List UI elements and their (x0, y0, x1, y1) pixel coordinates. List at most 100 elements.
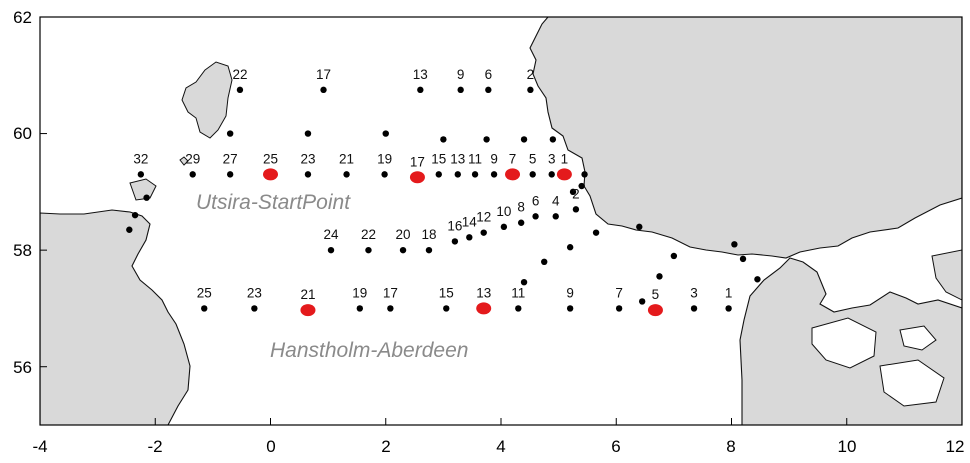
station-marker (327, 246, 335, 254)
station-label: 21 (339, 151, 354, 166)
sweden-land (931, 249, 962, 301)
danish-island (899, 325, 937, 351)
station-label: 11 (468, 151, 482, 166)
utsira-startpoint-label: Utsira-StartPoint (196, 191, 351, 214)
x-tick-label: 4 (496, 437, 505, 456)
highlighted-station-marker (476, 302, 492, 315)
station-marker (739, 255, 747, 263)
station-label: 23 (300, 151, 315, 166)
station-marker (566, 305, 574, 312)
x-tick-label: -4 (32, 437, 47, 456)
station-marker (143, 194, 150, 201)
station-marker (690, 305, 698, 312)
station-label: 22 (361, 227, 376, 242)
highlighted-station-marker (300, 304, 316, 317)
station-label: 5 (652, 287, 660, 302)
station-label: 25 (263, 151, 278, 166)
orkney-islands (129, 178, 157, 201)
station-label: 9 (457, 67, 465, 82)
station-label: 22 (232, 67, 247, 82)
x-tick-label: -2 (147, 437, 162, 456)
y-axis-labels: 56 58 60 62 (13, 8, 32, 377)
station-marker (189, 171, 196, 178)
station-marker (566, 244, 574, 251)
station-label: 17 (316, 67, 331, 82)
station-marker (417, 86, 424, 94)
y-tick-label: 62 (13, 8, 32, 27)
station-marker (529, 171, 536, 178)
station-label: 9 (490, 151, 498, 166)
station-marker (636, 223, 643, 231)
station-label: 4 (552, 193, 560, 208)
station-marker (387, 305, 394, 312)
station-marker (615, 305, 623, 312)
station-marker (592, 229, 600, 236)
station-label: 18 (421, 227, 436, 242)
station-marker (541, 258, 548, 265)
station-marker (440, 136, 447, 143)
x-axis-labels: -4 -2 0 2 4 6 8 10 12 (32, 437, 964, 456)
station-label: 3 (690, 285, 698, 300)
norway-land (529, 17, 962, 259)
station-label: 7 (509, 151, 517, 166)
shetland-islands (181, 61, 233, 139)
station-marker (201, 305, 208, 312)
fair-isle (179, 156, 189, 166)
station-label: 19 (352, 285, 367, 300)
station-marker (548, 171, 555, 178)
station-label: 15 (431, 151, 446, 166)
station-label: 14 (462, 214, 478, 229)
station-marker (226, 130, 234, 137)
y-tick-label: 58 (13, 241, 32, 260)
station-marker (581, 171, 588, 178)
station-label: 29 (185, 151, 200, 166)
station-marker (569, 188, 577, 196)
station-label: 27 (223, 151, 238, 166)
station-marker (425, 246, 433, 254)
station-label: 2 (572, 186, 580, 201)
station-marker (527, 86, 534, 94)
station-marker (656, 273, 663, 280)
station-label: 2 (527, 67, 535, 82)
station-marker (381, 171, 388, 178)
station-marker (451, 238, 459, 245)
x-tick-label: 12 (946, 437, 965, 456)
axis-ticks (39, 16, 963, 425)
hanstholm-aberdeen-label: Hanstholm-Aberdeen (270, 339, 468, 362)
station-label: 11 (511, 285, 525, 300)
station-marker (399, 246, 407, 254)
station-label: 17 (410, 154, 425, 169)
station-marker (382, 130, 389, 137)
station-label: 8 (517, 200, 525, 215)
station-label: 13 (413, 67, 428, 82)
x-tick-label: 6 (611, 437, 620, 456)
station-label: 13 (476, 285, 491, 300)
x-tick-label: 8 (726, 437, 735, 456)
highlighted-station-marker (505, 168, 521, 181)
y-tick-label: 56 (13, 358, 32, 377)
station-marker (549, 136, 557, 143)
station-marker (532, 213, 539, 220)
station-label: 23 (247, 285, 262, 300)
station-marker (251, 305, 258, 312)
station-marker (725, 305, 732, 312)
station-marker (520, 136, 528, 143)
station-marker (471, 171, 479, 178)
station-marker (304, 130, 312, 137)
station-label: 3 (548, 151, 556, 166)
station-marker (490, 171, 498, 178)
station-label: 6 (485, 67, 493, 82)
danish-island (879, 359, 945, 407)
station-marker (578, 182, 585, 190)
station-marker (638, 298, 646, 305)
highlighted-station-marker (556, 168, 572, 181)
x-tick-label: 2 (381, 437, 390, 456)
station-marker (466, 234, 473, 241)
station-label: 20 (396, 227, 411, 242)
station-label: 1 (561, 151, 569, 166)
station-label: 13 (450, 151, 465, 166)
station-marker (320, 86, 327, 94)
station-label: 21 (300, 287, 315, 302)
